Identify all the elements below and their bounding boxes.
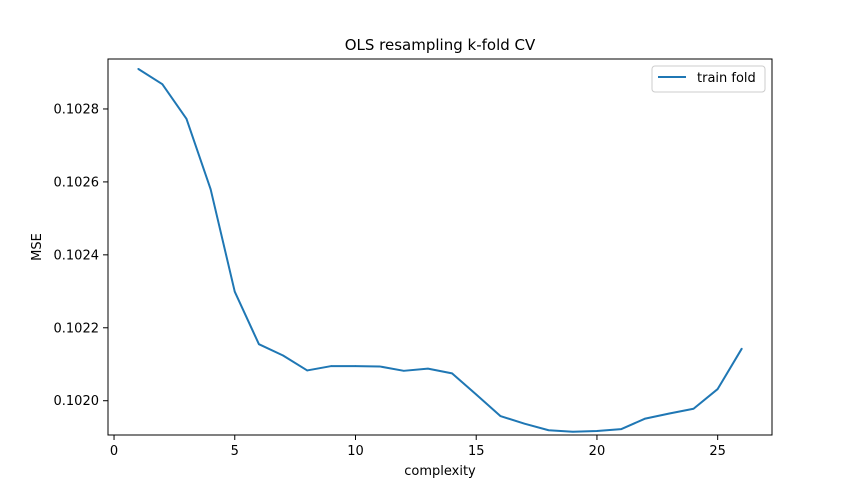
- chart-title: OLS resampling k-fold CV: [345, 36, 536, 54]
- data-point: [258, 343, 260, 345]
- data-point: [644, 417, 647, 420]
- x-tick-label: 25: [709, 444, 726, 459]
- data-point: [378, 365, 381, 368]
- y-axis-ticks: 0.1020 0.1022 0.1024 0.1026 0.1028: [54, 102, 108, 409]
- data-point: [282, 354, 284, 357]
- data-point: [523, 422, 526, 425]
- y-tick-label: 0.1024: [54, 248, 100, 263]
- x-tick-label: 20: [589, 444, 606, 459]
- x-tick-label: 15: [468, 444, 485, 459]
- data-point: [306, 369, 309, 372]
- data-point: [596, 430, 598, 432]
- data-point: [547, 429, 550, 432]
- data-point: [402, 370, 405, 372]
- data-point: [499, 415, 502, 417]
- series-line-train-fold: [137, 68, 743, 433]
- data-point: [620, 428, 622, 430]
- data-point: [475, 393, 478, 396]
- data-point: [330, 365, 333, 367]
- data-point: [668, 412, 671, 415]
- series-points: [137, 68, 743, 433]
- data-point: [233, 290, 236, 293]
- y-tick-label: 0.1022: [54, 321, 100, 336]
- plot-area: [137, 68, 743, 433]
- x-axis-label: complexity: [404, 464, 476, 479]
- legend-box: [651, 65, 766, 93]
- data-point: [354, 365, 357, 367]
- x-tick-label: 10: [347, 444, 364, 459]
- legend-label-train-fold: train fold: [697, 71, 756, 86]
- x-tick-label: 0: [110, 444, 118, 459]
- data-point: [427, 367, 429, 370]
- y-tick-label: 0.1020: [54, 394, 100, 409]
- data-point: [716, 388, 719, 390]
- y-tick-label: 0.1028: [54, 102, 100, 117]
- data-point: [137, 68, 139, 70]
- plot-frame: [107, 58, 773, 436]
- data-point: [572, 430, 574, 433]
- data-point: [161, 83, 164, 85]
- x-tick-label: 5: [231, 444, 239, 459]
- data-point: [692, 407, 695, 410]
- data-point: [185, 118, 188, 120]
- x-axis-ticks: 0 5 10 15 20 25: [110, 435, 726, 459]
- y-tick-label: 0.1026: [54, 175, 100, 190]
- data-point: [741, 347, 743, 350]
- data-point: [209, 188, 212, 190]
- y-axis-label: MSE: [30, 233, 45, 261]
- legend: train fold: [651, 65, 766, 93]
- data-point: [451, 372, 453, 375]
